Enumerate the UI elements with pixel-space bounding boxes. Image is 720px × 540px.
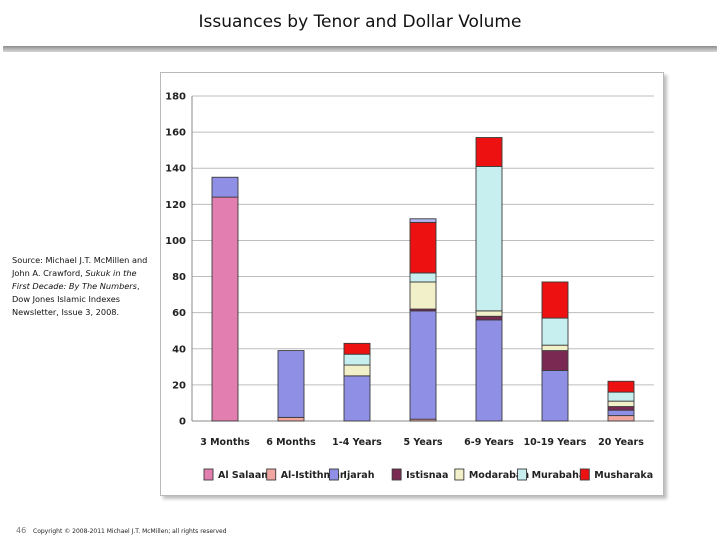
legend-swatch [517,468,528,481]
source-work-title: Sukuk in the First Decade: By The Number… [12,268,137,291]
x-tick-label: 1-4 Years [332,437,382,448]
bar-segment [541,350,569,371]
bar-segment [475,319,503,422]
y-tick-label: 160 [165,128,186,139]
bar-segment [607,415,635,422]
legend-label: Modarabah [469,470,529,481]
bar-segment [277,416,305,422]
bar-segment [409,310,437,420]
legend-label: Istisnaa [406,470,448,481]
bar-segment [541,317,569,346]
x-tick-label: 20 Years [598,437,644,448]
bar-segment [277,350,305,418]
y-tick-label: 80 [172,272,186,283]
source-prefix: Source: Michael J.T. McMillen and John A… [12,255,148,278]
bar-segment [343,364,371,377]
legend-swatch [579,468,590,481]
bar-segment [343,342,371,355]
bar-segment [475,315,503,321]
bar-segment [607,409,635,417]
y-tick-label: 100 [165,236,186,247]
source-note: Source: Michael J.T. McMillen and John A… [12,254,152,319]
bar-segment [475,310,503,317]
legend-label: Al Salaam [218,470,271,481]
legend-swatch [328,468,339,481]
bar-segment [541,369,569,422]
x-tick-label: 5 Years [403,437,442,448]
bar-segment [211,196,239,422]
bar-segment [607,391,635,402]
stacked-bar-chart: 0 20 40 60 80 100 120 140 160 180 3 Months 6 Months… [165,92,654,481]
title-divider [3,46,717,52]
y-tick-label: 180 [165,92,186,103]
bar-segment [211,176,239,198]
x-tick-label: 10-19 Years [524,437,587,448]
bar-segment [409,218,437,223]
bar-segment [541,281,569,319]
bar-segment [475,165,503,312]
legend-swatch [266,468,277,481]
page-number: 46 [16,526,27,535]
y-tick-label: 60 [172,308,186,319]
bar-segment [343,353,371,366]
legend-label: Ijarah [343,470,374,481]
x-tick-label: 6 Months [266,437,316,448]
bar-segment [409,281,437,310]
bar-segment [607,380,635,393]
bar-segment [409,221,437,274]
chart-panel: 0 20 40 60 80 100 120 140 160 180 3 Months 6 Months… [160,72,664,496]
source-suffix: , Dow Jones Islamic Indexes Newsletter, … [12,281,140,317]
bar-segment [541,344,569,352]
copyright-notice: Copyright © 2008-2011 Michael J.T. McMil… [33,528,227,535]
bar-segment [607,400,635,408]
legend-swatch [203,468,214,481]
slide-title: Issuances by Tenor and Dollar Volume [198,12,522,32]
bar-segment [343,375,371,422]
y-tick-label: 20 [172,380,186,391]
y-tick-label: 40 [172,344,186,355]
legend-swatch [391,468,402,481]
legend-label: Musharaka [594,470,653,481]
x-tick-label: 6-9 Years [464,437,514,448]
bar-segment [475,137,503,167]
y-tick-label: 120 [165,200,186,211]
y-tick-label: 0 [179,417,186,428]
bar-segment [409,272,437,283]
legend-swatch [454,468,465,481]
legend-label: Murabaha [532,470,586,481]
y-tick-label: 140 [165,164,186,175]
x-tick-label: 3 Months [200,437,250,448]
legend-label: Al-Istithmar [281,470,345,481]
bar-segment [607,406,635,411]
